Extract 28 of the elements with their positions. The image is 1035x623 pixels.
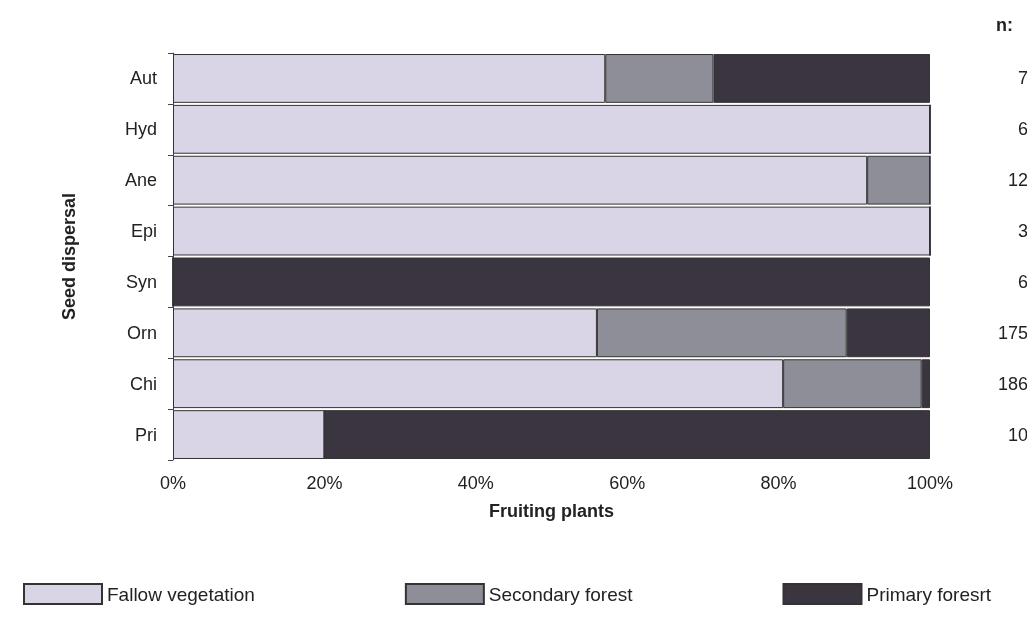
legend-label: Fallow vegetation: [107, 583, 255, 605]
x-tick-label: 100%: [906, 473, 954, 493]
text: 10: [1007, 424, 1028, 445]
text: 175: [997, 322, 1028, 343]
x-axis-title: Fruiting plants: [489, 501, 614, 521]
text: 6: [1017, 271, 1028, 292]
text: 3: [1017, 221, 1028, 242]
text: 12: [1007, 170, 1028, 191]
y-tick-label: Ane: [124, 170, 157, 191]
y-tick-label: Pri: [135, 424, 157, 445]
y-tick-label: Hyd: [124, 119, 157, 140]
text: n:: [996, 15, 1014, 35]
y-axis-title: Seed dispersal: [59, 192, 79, 321]
text: 7: [1017, 68, 1028, 89]
x-tick-label: 0%: [159, 473, 187, 493]
x-tick-label: 80%: [760, 473, 797, 493]
legend-label: Secondary forest: [488, 583, 634, 605]
legend-label: Primary foresrt: [866, 583, 992, 605]
x-tick-label: 20%: [306, 473, 343, 493]
y-tick-label: Orn: [126, 322, 157, 343]
text: 186: [997, 373, 1028, 394]
y-tick-label: Aut: [129, 68, 157, 89]
x-tick-label: 60%: [609, 473, 646, 493]
x-tick-label: 40%: [457, 473, 494, 493]
y-tick-label: Syn: [125, 271, 157, 292]
y-tick-label: Epi: [130, 221, 157, 242]
y-tick-label: Chi: [129, 373, 157, 394]
text: 6: [1017, 119, 1028, 140]
